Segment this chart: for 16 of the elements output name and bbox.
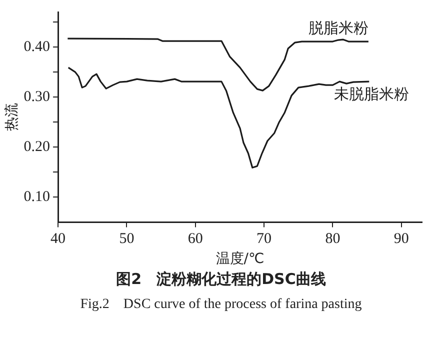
y-tick-label: 0.30 <box>24 89 50 106</box>
series-label: 脱脂米粉 <box>308 18 368 37</box>
x-tick-label: 70 <box>256 231 272 248</box>
y-axis-title: 热流 <box>4 103 20 132</box>
series-label: 未脱脂米粉 <box>334 84 410 103</box>
x-tick-label: 50 <box>119 231 134 248</box>
y-tick-label: 0.10 <box>24 189 50 206</box>
x-tick-label: 80 <box>325 231 340 248</box>
y-tick-label: 0.20 <box>24 139 50 156</box>
text: 图2 淀粉糊化过程的DSC曲线 <box>115 270 327 289</box>
x-tick-label: 60 <box>188 231 203 248</box>
x-axis-title: 温度/℃ <box>216 251 264 268</box>
x-tick-label: 90 <box>394 231 409 248</box>
y-tick-label: 0.40 <box>24 38 50 55</box>
x-tick-label: 40 <box>50 231 66 248</box>
text: Fig.2 DSC curve of the process of farina pasting <box>79 296 363 313</box>
